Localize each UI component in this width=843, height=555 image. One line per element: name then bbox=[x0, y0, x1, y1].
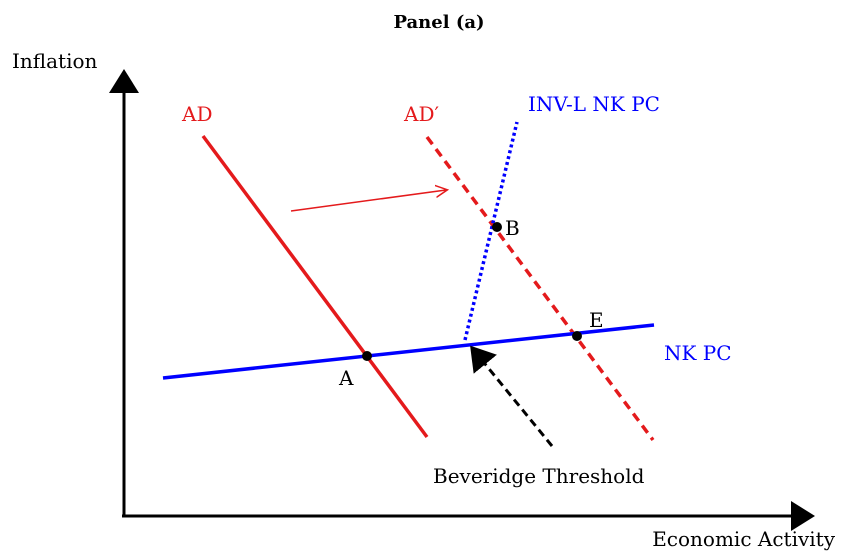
inv-l-nkpc-curve bbox=[463, 121, 519, 341]
beveridge-label: Beveridge Threshold bbox=[433, 464, 645, 488]
panel-title: Panel (a) bbox=[393, 12, 484, 33]
ad-prime-label: AD′ bbox=[403, 102, 439, 126]
y-axis-label: Inflation bbox=[12, 49, 98, 73]
inv-l-nkpc-label: INV-L NK PC bbox=[528, 92, 660, 116]
ad-label: AD bbox=[181, 102, 212, 126]
point-e-label: E bbox=[589, 308, 604, 332]
point-b bbox=[492, 222, 502, 232]
point-b-label: B bbox=[505, 216, 520, 240]
nkpc-curve bbox=[162, 323, 655, 380]
point-a bbox=[362, 351, 372, 361]
ad-prime-curve bbox=[425, 135, 655, 442]
nkpc-label: NK PC bbox=[664, 341, 732, 365]
beveridge-arrow bbox=[470, 345, 554, 447]
ad-shift-arrow bbox=[290, 190, 446, 212]
point-e bbox=[572, 331, 582, 341]
point-a-label: A bbox=[338, 366, 354, 390]
ad-curve bbox=[201, 134, 429, 439]
x-axis-label: Economic Activity bbox=[652, 527, 835, 551]
